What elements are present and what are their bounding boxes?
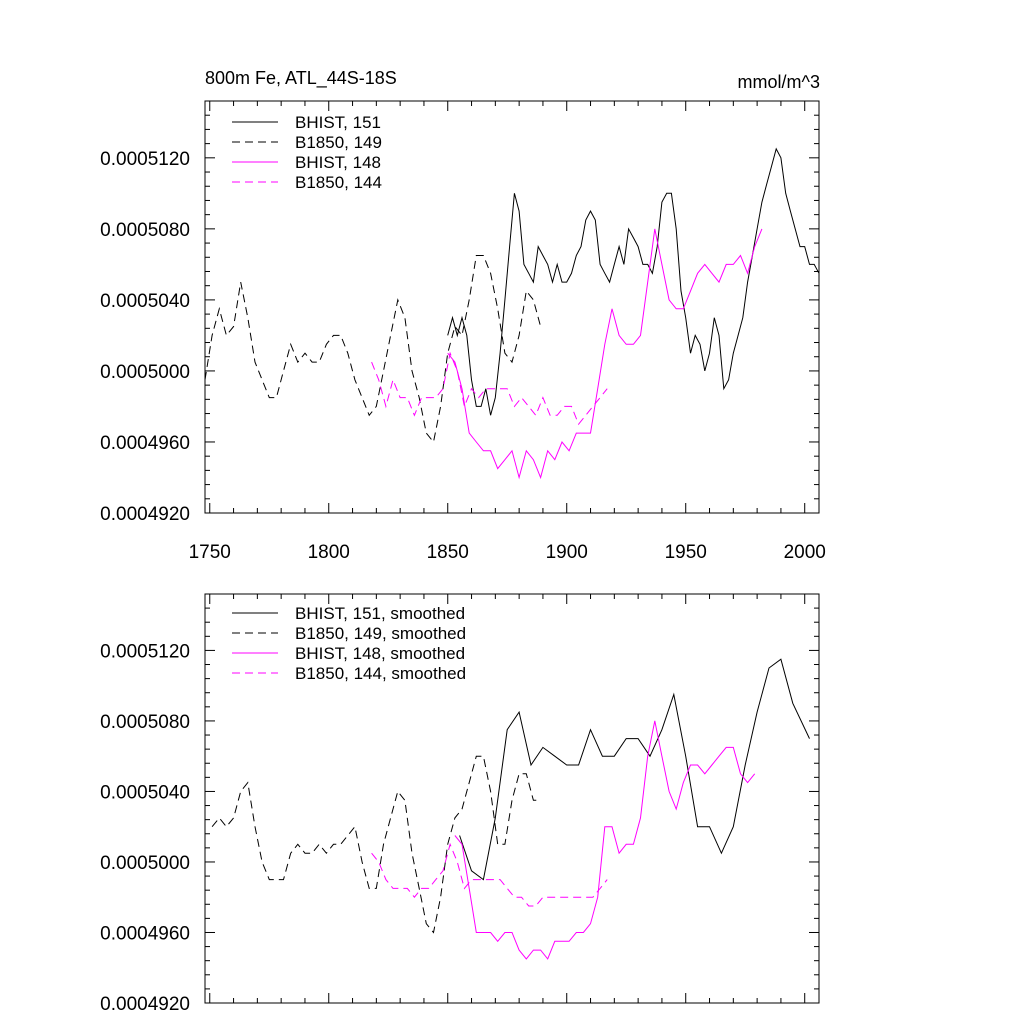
y-tick-label: 0.0004920 xyxy=(100,994,190,1015)
legend-label: B1850, 149, smoothed xyxy=(295,624,466,643)
legend-label: B1850, 149 xyxy=(295,133,382,152)
units-label: mmol/m^3 xyxy=(738,72,820,92)
y-tick-label: 0.0005000 xyxy=(100,362,190,383)
y-tick-label: 0.0005040 xyxy=(100,782,190,803)
chart-title: 800m Fe, ATL_44S-18S xyxy=(205,68,397,89)
axis-ticks xyxy=(205,100,819,514)
plot-frame xyxy=(204,593,820,1004)
x-tick-label: 1750 xyxy=(189,542,231,563)
plot-lines xyxy=(204,147,820,480)
x-tick-label: 1850 xyxy=(427,542,469,563)
y-tick-label: 0.0004960 xyxy=(100,923,190,944)
legend-label: B1850, 144 xyxy=(295,173,382,192)
series-line xyxy=(211,755,541,934)
y-axis: 0.0004920 0.0004960 0.0005000 0.0005040 0.00… xyxy=(100,149,190,525)
axis-ticks xyxy=(205,593,819,1004)
y-tick-label: 0.0005080 xyxy=(100,220,190,241)
y-axis: 0.0004920 0.0004960 0.0005000 0.0005040 0.00… xyxy=(100,641,190,1015)
legend-label: B1850, 144, smoothed xyxy=(295,664,466,683)
y-tick-label: 0.0005000 xyxy=(100,853,190,874)
legend-label: BHIST, 151, smoothed xyxy=(295,604,465,623)
bottom-panel: 0.0004920 0.0004960 0.0005000 0.0005040 0.00… xyxy=(100,593,820,1015)
y-tick-label: 0.0005120 xyxy=(100,149,190,170)
series-line xyxy=(454,720,756,960)
series-line xyxy=(371,842,608,907)
y-tick-label: 0.0005040 xyxy=(100,291,190,312)
series-line xyxy=(459,658,810,881)
plot-frame xyxy=(204,100,820,514)
x-tick-label: 2000 xyxy=(784,542,826,563)
series-line xyxy=(447,228,763,480)
legend-label: BHIST, 148 xyxy=(295,153,381,172)
series-line xyxy=(204,255,542,444)
x-tick-label: 1950 xyxy=(665,542,707,563)
y-tick-label: 0.0004960 xyxy=(100,433,190,454)
legend-label: BHIST, 148, smoothed xyxy=(295,644,465,663)
x-axis: 1750 1800 1850 1900 1950 2000 xyxy=(189,542,826,563)
legend-label: BHIST, 151 xyxy=(295,113,381,132)
x-tick-label: 1900 xyxy=(546,542,588,563)
series-line xyxy=(371,351,608,426)
y-tick-label: 0.0005120 xyxy=(100,641,190,662)
top-panel: 800m Fe, ATL_44S-18S mmol/m^3 0.00049200… xyxy=(100,68,826,563)
plot-lines xyxy=(211,658,810,960)
y-tick-label: 0.0005080 xyxy=(100,712,190,733)
y-tick-label: 0.0004920 xyxy=(100,504,190,525)
series-line xyxy=(447,147,820,416)
x-tick-label: 1800 xyxy=(308,542,350,563)
